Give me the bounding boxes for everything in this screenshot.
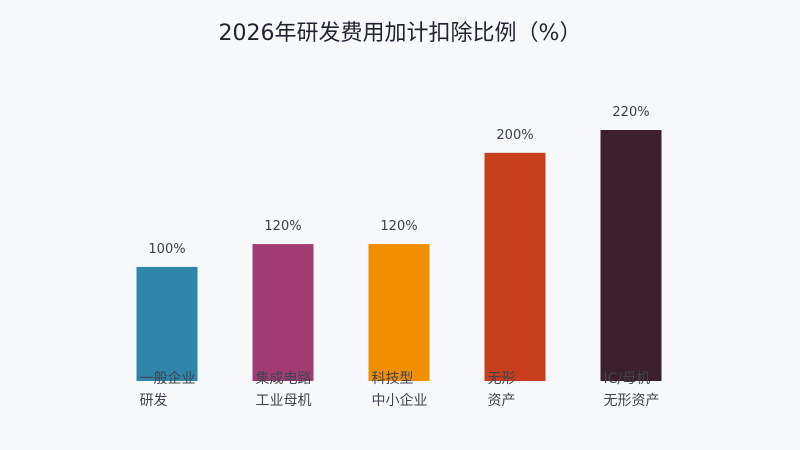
value-label-0: 100% xyxy=(148,242,185,257)
category-label-4-line-0: IC/母机 xyxy=(604,371,651,387)
category-label-2-line-0: 科技型 xyxy=(372,371,414,387)
category-label-4-line-1: 无形资产 xyxy=(604,393,660,409)
category-label-0-line-0: 一般企业 xyxy=(140,370,196,387)
bars-group xyxy=(136,130,662,381)
category-label-1-line-0: 集成电路 xyxy=(256,370,312,387)
bar-2 xyxy=(368,244,430,381)
chart-title: 2026年研发费用加计扣除比例（%） xyxy=(219,21,582,46)
category-label-1-line-1: 工业母机 xyxy=(256,393,312,409)
value-label-1: 120% xyxy=(264,219,301,234)
bar-4 xyxy=(600,130,662,381)
bar-1 xyxy=(252,244,314,381)
bar-3 xyxy=(484,152,546,381)
value-label-4: 220% xyxy=(612,105,649,120)
category-label-3-line-1: 资产 xyxy=(488,393,516,409)
value-label-2: 120% xyxy=(380,219,417,234)
value-label-3: 200% xyxy=(496,128,533,143)
bar-0 xyxy=(136,266,198,381)
value-labels-group: 100% 120% 120% 200% 220% xyxy=(148,105,649,257)
category-label-2-line-1: 中小企业 xyxy=(372,392,428,409)
category-label-3-line-0: 无形 xyxy=(488,371,516,387)
category-label-0-line-1: 研发 xyxy=(140,393,168,409)
